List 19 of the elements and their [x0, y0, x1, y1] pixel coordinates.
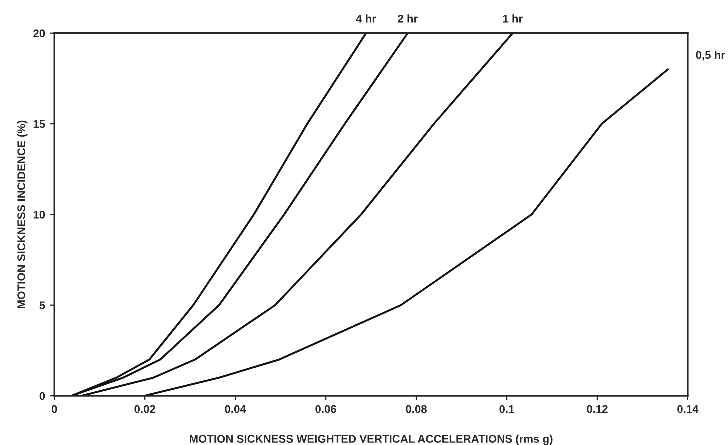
y-tick-label: 15: [34, 120, 46, 128]
annotation: 4 hr: [356, 14, 376, 23]
x-tick-label: 0.04: [225, 405, 246, 414]
x-tick-label: 0.12: [587, 405, 608, 414]
x-tick-label: 0.14: [678, 405, 699, 414]
x-tick-label: 0.1: [500, 405, 514, 414]
annotation: 1 hr: [503, 14, 523, 23]
x-axis-title: MOTION SICKNESS WEIGHTED VERTICAL ACCELERATIONS (rms g): [190, 434, 553, 445]
y-tick-label: 5: [40, 302, 46, 310]
y-tick-label: 10: [34, 210, 46, 219]
x-tick-label: 0.06: [316, 405, 336, 414]
y-tick-label: 20: [34, 30, 46, 38]
y-axis-title: MOTION SICKNESS INCIDENCE (%): [17, 120, 28, 308]
x-tick-label: 0: [52, 405, 58, 414]
annotation: 0,5 hr: [696, 50, 726, 61]
y-tick-label: 0: [40, 392, 46, 400]
x-tick-label: 0.08: [406, 405, 427, 414]
x-tick-label: 0.02: [134, 405, 156, 414]
annotation: 2 hr: [398, 14, 418, 23]
